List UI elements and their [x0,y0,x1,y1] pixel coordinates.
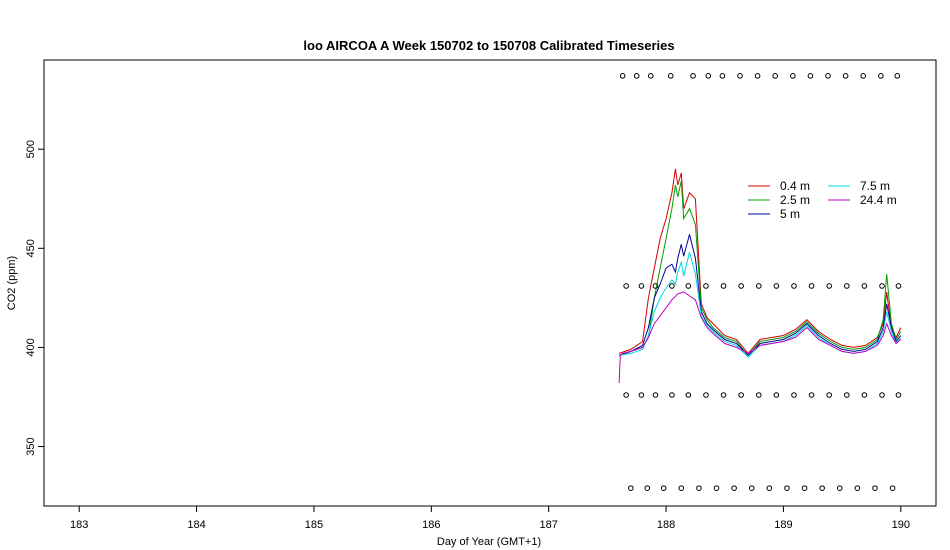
y-tick-label: 350 [25,437,37,455]
marker-point [773,392,780,398]
x-tick-label: 189 [774,519,792,531]
marker-point [772,73,779,79]
marker-point [844,283,850,289]
marker-point [667,73,674,79]
marker-point [895,392,902,398]
marker-point [705,73,712,79]
marker-point [791,392,797,398]
marker-point [755,392,762,398]
marker-point [748,485,755,491]
series-line [618,291,902,384]
marker-point [860,73,867,79]
marker-point [737,73,743,79]
marker-layer [619,73,902,491]
marker-point [807,73,814,79]
marker-point [713,485,720,491]
marker-point [731,485,737,491]
marker-point [894,73,901,79]
marker-point [652,283,659,289]
marker-point [669,283,675,289]
marker-point [720,392,727,398]
legend-label: 5 m [780,207,800,221]
marker-point [690,73,696,79]
marker-point [801,485,808,491]
marker-point [826,392,832,398]
marker-point [808,283,815,289]
series-line [618,168,902,355]
marker-point [633,73,640,79]
marker-point [623,392,629,398]
y-tick-label: 500 [25,140,37,158]
marker-point [738,283,744,289]
marker-point [895,283,902,289]
marker-point [623,283,629,289]
marker-point [685,392,692,398]
marker-point [696,485,702,491]
legend-label: 7.5 m [860,179,890,193]
marker-point [861,283,868,289]
x-tick-label: 185 [305,519,323,531]
marker-point [773,283,780,289]
marker-point [766,485,773,491]
x-tick-label: 184 [187,519,205,531]
marker-point [647,73,654,79]
marker-point [644,485,651,491]
x-tick-label: 186 [422,519,440,531]
marker-point [660,485,667,491]
marker-point [738,392,744,398]
y-tick-label: 450 [25,239,37,257]
marker-point [720,283,727,289]
y-axis: 350 400 450 500 [25,140,44,456]
marker-point [879,392,885,398]
marker-point [791,283,797,289]
marker-point [854,485,861,491]
x-axis-label: Day of Year (GMT+1) [437,536,541,548]
y-tick-label: 400 [25,338,37,356]
marker-point [825,73,831,79]
marker-point [819,485,825,491]
marker-point [878,73,884,79]
marker-point [790,73,796,79]
legend: 0.4 m2.5 m5 m 7.5 m24.4 m [748,179,897,221]
x-tick-label: 187 [540,519,558,531]
x-tick-label: 183 [70,519,88,531]
marker-point [638,392,645,398]
legend-label: 0.4 m [780,179,810,193]
marker-point [669,392,675,398]
marker-point [879,283,885,289]
series-line [618,180,902,357]
marker-point [703,392,709,398]
y-axis-label: CO2 (ppm) [6,256,18,310]
marker-point [861,392,868,398]
marker-point [836,485,843,491]
marker-point [872,485,878,491]
series-layer [618,168,902,384]
plot-frame [43,59,937,507]
marker-point [889,485,896,491]
marker-point [638,283,645,289]
marker-point [619,73,626,79]
legend-label: 24.4 m [860,193,897,207]
marker-point [808,392,815,398]
marker-point [842,73,849,79]
marker-point [754,73,761,79]
chart-title: loo AIRCOA A Week 150702 to 150708 Calib… [303,38,674,53]
marker-point [784,485,790,491]
x-axis: 183 184 185 186 187 188 189 190 [70,506,910,531]
marker-point [703,283,709,289]
marker-point [685,283,692,289]
legend-label: 2.5 m [780,193,810,207]
series-line [618,234,902,357]
marker-point [826,283,832,289]
marker-point [678,485,685,491]
marker-point [628,485,634,491]
x-tick-label: 190 [892,519,910,531]
marker-point [844,392,850,398]
marker-point [652,392,659,398]
marker-point [719,73,726,79]
x-tick-label: 188 [657,519,675,531]
marker-point [755,283,762,289]
